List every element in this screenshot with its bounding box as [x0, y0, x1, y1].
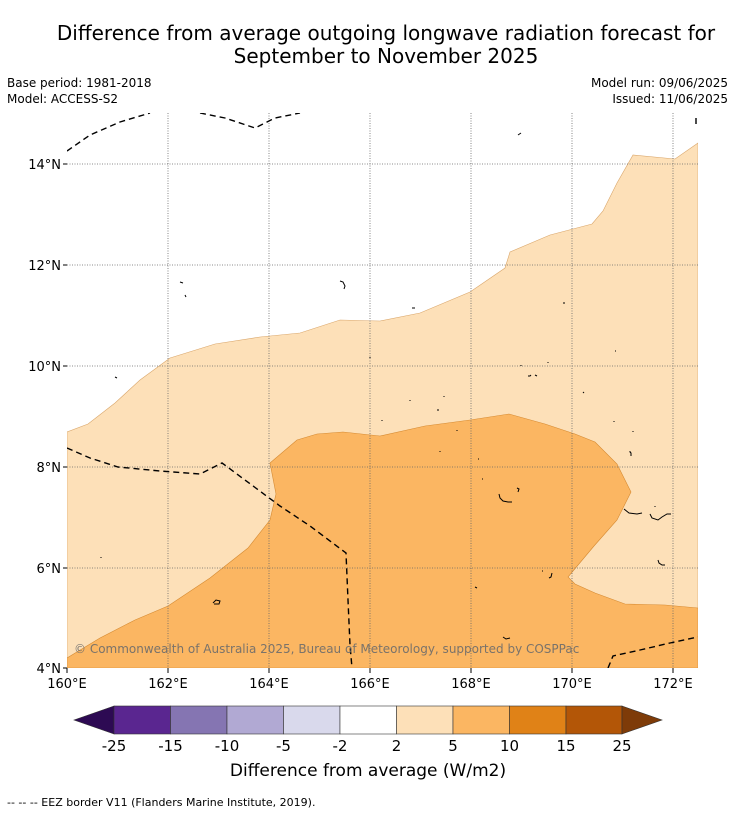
eez-borders: [67, 113, 698, 668]
meta-right: Model run: 09/06/2025 Issued: 11/06/2025: [591, 75, 728, 107]
colorbar-swatch: [396, 705, 454, 735]
colorbar: [73, 705, 663, 735]
colorbar-extend-low: [73, 705, 115, 735]
lon-label: 172°E: [653, 677, 693, 692]
colorbar-swatch: [339, 705, 397, 735]
colorbar-swatch: [283, 705, 341, 735]
islands: [100, 132, 671, 640]
colorbar-swatch: [113, 705, 171, 735]
copyright-text: © Commonwealth of Australia 2025, Bureau…: [74, 642, 579, 656]
footnote: -- -- -- EEZ border V11 (Flanders Marine…: [7, 796, 316, 809]
chart-title: Difference from average outgoing longwav…: [0, 22, 736, 68]
colorbar-tick: 2: [392, 737, 402, 755]
title-line-1: Difference from average outgoing longwav…: [56, 21, 716, 45]
map-area: © Commonwealth of Australia 2025, Bureau…: [67, 113, 698, 668]
lon-label: 166°E: [350, 677, 390, 692]
model-run: Model run: 09/06/2025: [590, 76, 728, 90]
colorbar-swatch: [170, 705, 228, 735]
colorbar-tick: -15: [158, 737, 183, 755]
meta-left: Base period: 1981-2018 Model: ACCESS-S2: [7, 75, 152, 107]
colorbar-tick: -10: [215, 737, 240, 755]
colorbar-tick: -5: [276, 737, 291, 755]
colorbar-swatch: [565, 705, 623, 735]
lat-label: 4°N: [37, 662, 62, 677]
gridlines: [67, 113, 698, 668]
lon-label: 160°E: [47, 677, 87, 692]
lon-label: 168°E: [451, 677, 491, 692]
lat-labels: 14°N 12°N 10°N 8°N 6°N 4°N: [28, 158, 61, 677]
model-name: Model: ACCESS-S2: [7, 92, 119, 106]
lat-label: 6°N: [37, 562, 62, 577]
issued-date: Issued: 11/06/2025: [612, 92, 728, 106]
lat-label: 10°N: [28, 360, 61, 375]
colorbar-label: Difference from average (W/m2): [229, 761, 507, 781]
colorbar-tick: 5: [448, 737, 458, 755]
axis-ticks: [63, 163, 674, 673]
colorbar-ticks: -25 -15 -10 -5 -2 2 5 10 15 25: [102, 737, 632, 755]
colorbar-swatch: [509, 705, 567, 735]
lon-label: 162°E: [148, 677, 188, 692]
colorbar-tick: 25: [612, 737, 631, 755]
lat-label: 12°N: [28, 259, 61, 274]
lon-label: 164°E: [249, 677, 289, 692]
colorbar-tick: -25: [102, 737, 127, 755]
title-line-2: September to November 2025: [233, 44, 539, 68]
lat-label: 8°N: [37, 461, 62, 476]
colorbar-tick: -2: [333, 737, 348, 755]
colorbar-extend-high: [621, 705, 663, 735]
lat-label: 14°N: [28, 158, 61, 173]
colorbar-swatch: [452, 705, 510, 735]
base-period: Base period: 1981-2018: [7, 76, 152, 90]
lon-label: 170°E: [552, 677, 592, 692]
colorbar-swatch: [226, 705, 284, 735]
lon-labels: 160°E 162°E 164°E 166°E 168°E 170°E 172°…: [47, 677, 693, 692]
colorbar-tick: 10: [500, 737, 519, 755]
colorbar-tick: 15: [556, 737, 575, 755]
anomaly-band-5-10: [67, 413, 698, 668]
